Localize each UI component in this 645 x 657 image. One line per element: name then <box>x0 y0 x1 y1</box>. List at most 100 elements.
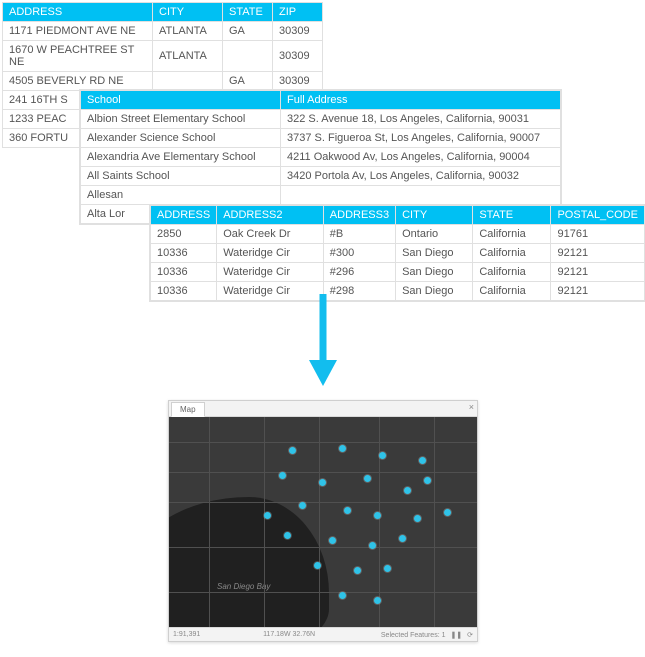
col-zip: ZIP <box>273 3 323 22</box>
table-row: 1171 PIEDMONT AVE NEATLANTAGA30309 <box>3 22 323 41</box>
map-footer-icons: Selected Features: 1 ❚❚ ⟳ <box>378 631 473 639</box>
map-point[interactable] <box>329 537 336 544</box>
col-address: ADDRESS <box>151 206 217 225</box>
table-cell: Wateridge Cir <box>217 263 324 282</box>
map-canvas[interactable]: San Diego Bay <box>169 417 477 627</box>
col-address3: ADDRESS3 <box>323 206 395 225</box>
map-point[interactable] <box>444 509 451 516</box>
table-cell: GA <box>223 72 273 91</box>
col-postal-code: POSTAL_CODE <box>551 206 645 225</box>
map-point[interactable] <box>279 472 286 479</box>
map-point[interactable] <box>354 567 361 574</box>
map-header: Map × <box>169 401 477 417</box>
table-row: 10336Wateridge Cir#300San DiegoCaliforni… <box>151 244 645 263</box>
flow-arrow-container <box>0 290 645 393</box>
map-point[interactable] <box>314 562 321 569</box>
table-cell: #296 <box>323 263 395 282</box>
table-row: Albion Street Elementary School322 S. Av… <box>81 110 561 129</box>
table-cell: 1171 PIEDMONT AVE NE <box>3 22 153 41</box>
selected-features-label: Selected Features: 1 <box>381 632 446 639</box>
table-cell: 1670 W PEACHTREE ST NE <box>3 41 153 72</box>
table-cell: California <box>473 263 551 282</box>
map-point[interactable] <box>374 597 381 604</box>
map-tab[interactable]: Map <box>171 402 205 417</box>
map-point[interactable] <box>344 507 351 514</box>
map-point[interactable] <box>339 592 346 599</box>
map-point[interactable] <box>319 479 326 486</box>
col-full-address: Full Address <box>281 91 561 110</box>
map-road <box>209 417 210 627</box>
map-point[interactable] <box>424 477 431 484</box>
table-cell: 4211 Oakwood Av, Los Angeles, California… <box>281 148 561 167</box>
map-footer: 1:91,391 117.18W 32.76N Selected Feature… <box>169 627 477 641</box>
table-cell: Allesan <box>81 186 281 205</box>
map-point[interactable] <box>374 512 381 519</box>
table-cell <box>153 72 223 91</box>
address-table-3: ADDRESS ADDRESS2 ADDRESS3 CITY STATE POS… <box>150 205 645 301</box>
map-point[interactable] <box>364 475 371 482</box>
map-point[interactable] <box>284 532 291 539</box>
table-row: Alexander Science School3737 S. Figueroa… <box>81 129 561 148</box>
map-road <box>169 547 477 548</box>
col-address2: ADDRESS2 <box>217 206 324 225</box>
map-road <box>169 592 477 593</box>
map-point[interactable] <box>299 502 306 509</box>
table-cell: ATLANTA <box>153 22 223 41</box>
table-header-row: ADDRESS ADDRESS2 ADDRESS3 CITY STATE POS… <box>151 206 645 225</box>
table-cell: Ontario <box>396 225 473 244</box>
map-scale: 1:91,391 <box>173 631 200 638</box>
refresh-icon[interactable]: ⟳ <box>467 632 473 639</box>
map-point[interactable] <box>419 457 426 464</box>
col-state: STATE <box>473 206 551 225</box>
table-cell: 322 S. Avenue 18, Los Angeles, Californi… <box>281 110 561 129</box>
table-cell: San Diego <box>396 244 473 263</box>
table-cell: 91761 <box>551 225 645 244</box>
table-cell: California <box>473 225 551 244</box>
table-cell: #300 <box>323 244 395 263</box>
table-row: 10336Wateridge Cir#296San DiegoCaliforni… <box>151 263 645 282</box>
table-row: 2850Oak Creek Dr#BOntarioCalifornia91761 <box>151 225 645 244</box>
col-city: CITY <box>153 3 223 22</box>
map-point[interactable] <box>339 445 346 452</box>
map-panel: Map × San Diego Bay 1:91,391 117.18W 32.… <box>168 400 478 642</box>
table-cell: 10336 <box>151 263 217 282</box>
table-cell: All Saints School <box>81 167 281 186</box>
pause-icon[interactable]: ❚❚ <box>450 632 462 639</box>
map-road <box>434 417 435 627</box>
table-cell <box>281 186 561 205</box>
table-cell: California <box>473 244 551 263</box>
map-point[interactable] <box>404 487 411 494</box>
map-road <box>264 417 265 627</box>
table-cell: 10336 <box>151 244 217 263</box>
map-point[interactable] <box>399 535 406 542</box>
map-point[interactable] <box>264 512 271 519</box>
table-header-row: ADDRESS CITY STATE ZIP <box>3 3 323 22</box>
col-address: ADDRESS <box>3 3 153 22</box>
col-city: CITY <box>396 206 473 225</box>
map-point[interactable] <box>369 542 376 549</box>
map-point[interactable] <box>379 452 386 459</box>
map-point[interactable] <box>414 515 421 522</box>
table-header-row: School Full Address <box>81 91 561 110</box>
map-point[interactable] <box>384 565 391 572</box>
map-point[interactable] <box>289 447 296 454</box>
table-cell: 92121 <box>551 244 645 263</box>
table-row: 4505 BEVERLY RD NE GA30309 <box>3 72 323 91</box>
table-row: 1670 W PEACHTREE ST NEATLANTA30309 <box>3 41 323 72</box>
down-arrow-icon <box>303 290 343 390</box>
col-school: School <box>81 91 281 110</box>
table-cell: 4505 BEVERLY RD NE <box>3 72 153 91</box>
table-cell: 92121 <box>551 263 645 282</box>
map-water-shape <box>169 497 329 627</box>
table-cell: San Diego <box>396 263 473 282</box>
close-icon[interactable]: × <box>469 402 474 412</box>
map-road <box>169 442 477 443</box>
table-cell: 30309 <box>273 72 323 91</box>
map-road <box>319 417 320 627</box>
table-cell: 3737 S. Figueroa St, Los Angeles, Califo… <box>281 129 561 148</box>
table-cell: Albion Street Elementary School <box>81 110 281 129</box>
table-cell: Alexander Science School <box>81 129 281 148</box>
table-cell <box>223 41 273 72</box>
table-cell: 30309 <box>273 22 323 41</box>
table-cell: ATLANTA <box>153 41 223 72</box>
